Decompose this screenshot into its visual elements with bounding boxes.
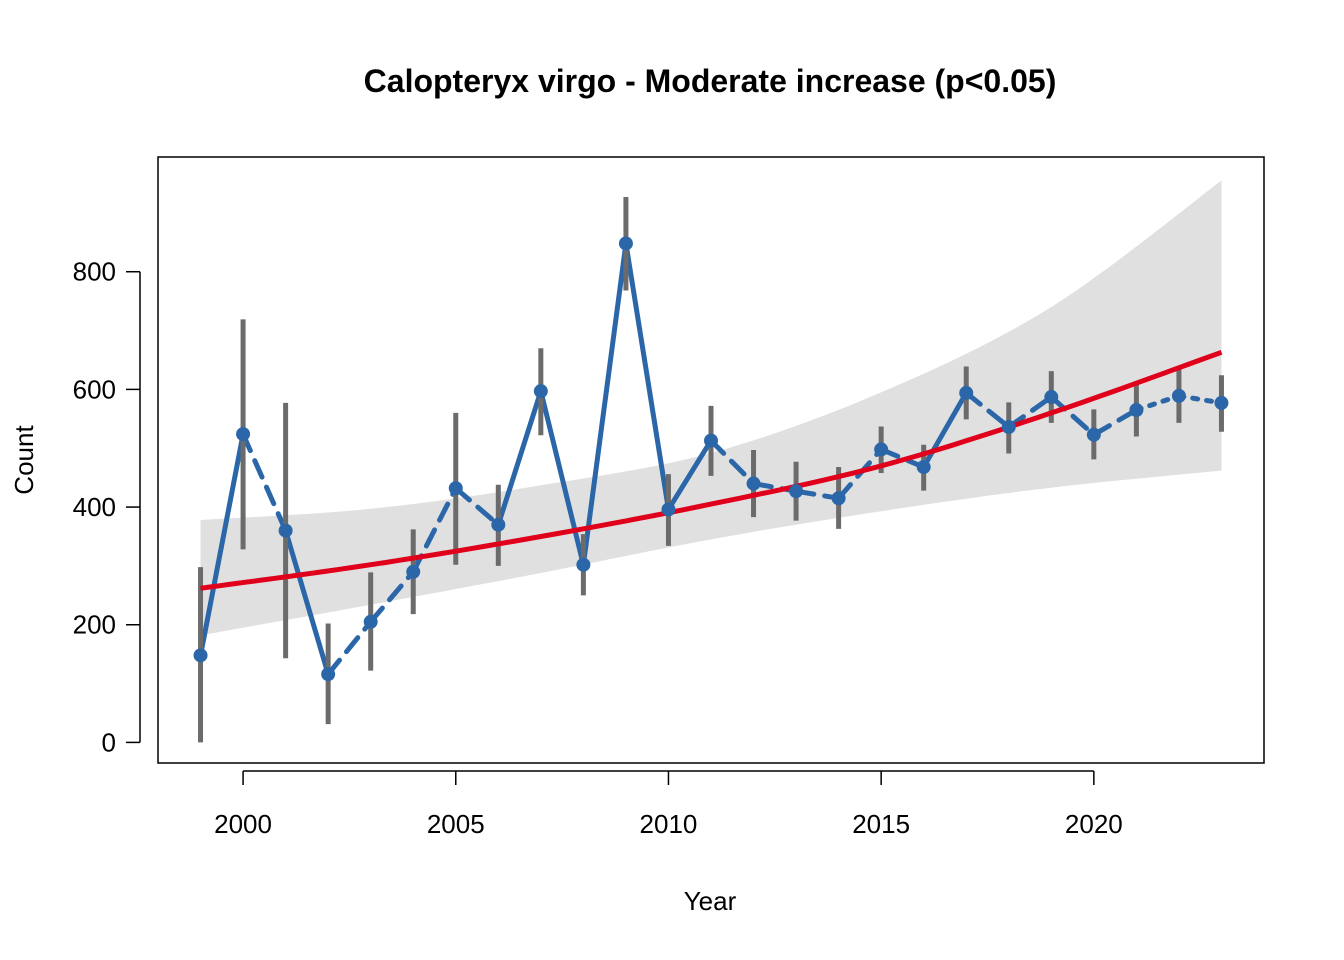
data-point [1171, 388, 1186, 403]
observed-line-segment [793, 488, 842, 501]
observed-line-segment [283, 528, 331, 677]
observed-line-segment [1133, 393, 1182, 413]
data-point [491, 517, 506, 532]
observed-line-segment [878, 446, 927, 470]
data-point [236, 427, 251, 442]
data-point [406, 564, 421, 579]
data-point [533, 384, 548, 399]
data-point [1214, 395, 1229, 410]
data-point [321, 667, 336, 682]
y-axis-label: Count [9, 425, 39, 495]
observed-line-segment [368, 569, 416, 625]
data-point [789, 484, 804, 499]
x-axis: 2000 2005 2010 2015 2020 [214, 770, 1123, 839]
y-tick-label: 800 [73, 257, 116, 287]
data-point [363, 614, 378, 629]
data-point [704, 433, 718, 448]
data-point [959, 385, 974, 400]
x-tick-label: 2000 [214, 809, 272, 839]
chart-title: Calopteryx virgo - Moderate increase (p<… [364, 63, 1057, 99]
data-point [576, 557, 591, 572]
observed-line-segment [1091, 407, 1139, 438]
observed-line-segment [623, 240, 671, 512]
trend-line [200, 349, 1223, 591]
data-point [831, 491, 846, 506]
data-point [1129, 402, 1144, 417]
data-point [1086, 427, 1101, 442]
observed-line-segment [1176, 393, 1224, 406]
data-point [1044, 390, 1059, 405]
x-tick-label: 2015 [852, 809, 910, 839]
observed-line-segment [1006, 394, 1054, 430]
plot-area [193, 180, 1229, 743]
data-point [1001, 420, 1016, 435]
y-axis: 0 200 400 600 800 [73, 257, 141, 757]
observed-line-segment [198, 431, 246, 658]
data-point [618, 236, 633, 251]
y-tick-label: 0 [102, 727, 116, 757]
observed-line-segment [538, 388, 586, 568]
x-tick-label: 2020 [1065, 809, 1123, 839]
data-point [448, 481, 463, 496]
observed-line-segment [325, 619, 374, 677]
y-tick-label: 200 [73, 610, 116, 640]
x-axis-label: Year [684, 886, 737, 916]
observed-line-segment [665, 438, 714, 512]
data-point [746, 476, 761, 491]
x-tick-label: 2010 [640, 809, 698, 839]
observed-line-segment [453, 485, 501, 528]
data-point [661, 502, 676, 517]
observed-line-segment [580, 240, 629, 568]
y-tick-label: 600 [73, 374, 116, 404]
observed-line-segment [921, 390, 969, 470]
data-point [193, 648, 208, 663]
observed-line-segment [240, 431, 289, 534]
x-tick-label: 2005 [427, 809, 485, 839]
observed-line-segment [963, 390, 1012, 430]
data-point [916, 460, 931, 475]
observed-line-segment [1048, 394, 1097, 438]
observed-line-segment [708, 438, 757, 487]
data-point [278, 523, 293, 538]
plot-frame [157, 156, 1265, 764]
y-tick-label: 400 [73, 492, 116, 522]
data-point [874, 442, 889, 457]
observed-line-segment [495, 388, 544, 528]
